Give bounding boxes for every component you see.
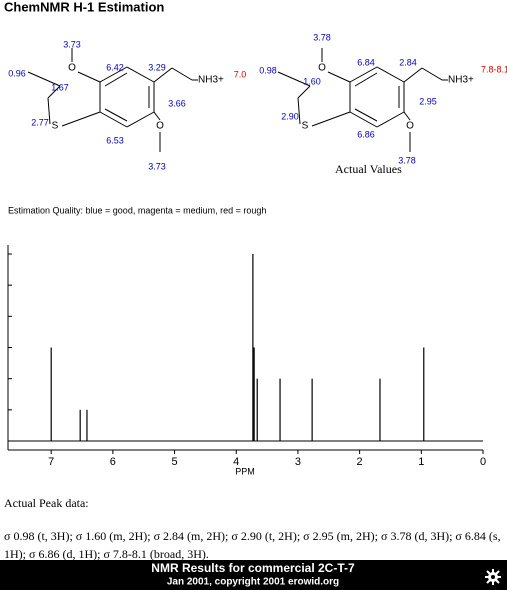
shift-label: 7.8-8.1: [481, 64, 507, 74]
quality-note: Estimation Quality: blue = good, magenta…: [8, 205, 266, 215]
shift-label: 3.73: [63, 39, 81, 49]
footer-title: NMR Results for commercial 2C-T-7: [151, 561, 355, 575]
shift-label: 7.0: [234, 69, 247, 79]
bond: [47, 85, 61, 99]
bond: [47, 97, 51, 125]
atom-label: NH3+: [198, 75, 224, 86]
bond: [349, 66, 378, 83]
bond: [27, 71, 61, 87]
x-tick-label: 6: [110, 456, 116, 468]
x-tick-label: 1: [418, 456, 424, 468]
shift-label: 6.42: [106, 62, 124, 72]
bond: [376, 111, 405, 128]
atom-label: S: [52, 121, 59, 132]
bond: [403, 67, 423, 83]
bond: [354, 72, 378, 87]
shift-label: 0.96: [8, 68, 26, 78]
atom-label: O: [318, 63, 326, 74]
x-tick-label: 3: [295, 456, 301, 468]
settings-icon[interactable]: [485, 569, 501, 585]
shift-label: 6.86: [357, 129, 375, 139]
shift-label: 2.95: [419, 96, 437, 106]
atom-label: O: [156, 121, 164, 132]
shift-label: 1.67: [51, 82, 69, 92]
bond: [61, 111, 101, 127]
bond: [104, 72, 128, 87]
atom-label: O: [406, 121, 414, 132]
bond: [153, 111, 161, 121]
bond: [349, 111, 378, 128]
atom-label: NH3+: [448, 75, 474, 86]
bond: [354, 108, 378, 122]
bond: [297, 85, 311, 99]
bond: [99, 66, 128, 83]
structure-caption: Actual Values: [335, 162, 402, 176]
bond: [171, 67, 193, 81]
x-tick-label: 0: [480, 456, 486, 468]
shift-label: 6.53: [106, 135, 124, 145]
x-tick-label: 2: [357, 456, 363, 468]
bond: [277, 71, 311, 87]
page-title: ChemNMR H-1 Estimation: [4, 0, 164, 14]
bond: [126, 66, 155, 83]
bond: [99, 111, 128, 128]
x-tick-label: 7: [48, 456, 54, 468]
bond: [297, 97, 301, 125]
shift-label: 2.84: [399, 57, 417, 67]
bond: [104, 108, 128, 122]
peak-text: σ 0.98 (t, 3H); σ 1.60 (m, 2H); σ 2.84 (…: [4, 529, 501, 561]
shift-label: 0.98: [259, 65, 277, 75]
shift-label: 2.90: [281, 111, 299, 121]
bond: [327, 71, 351, 83]
bond: [403, 111, 411, 121]
shift-label: 3.78: [398, 155, 416, 165]
bond: [153, 67, 173, 83]
shift-label: 2.77: [31, 117, 49, 127]
shift-label: 3.66: [168, 98, 186, 108]
shift-label: 1.60: [303, 76, 321, 86]
bond: [126, 111, 155, 128]
shift-label: 3.78: [313, 32, 331, 42]
footer-copyright: Jan 2001, copyright 2001 erowid.org: [167, 577, 339, 588]
shift-label: 3.29: [148, 62, 166, 72]
footer-bar: [0, 560, 507, 590]
atom-label: O: [68, 63, 76, 74]
bond: [77, 71, 101, 83]
shift-label: 3.73: [148, 161, 166, 171]
atom-label: S: [302, 121, 309, 132]
bond: [376, 66, 405, 83]
peak-heading: Actual Peak data:: [4, 496, 89, 510]
x-tick-label: 5: [171, 456, 177, 468]
x-axis-label: PPM: [235, 466, 255, 476]
bond: [421, 67, 443, 81]
shift-label: 6.84: [357, 57, 375, 67]
x-tick-label: 4: [233, 456, 239, 468]
bond: [311, 111, 351, 127]
